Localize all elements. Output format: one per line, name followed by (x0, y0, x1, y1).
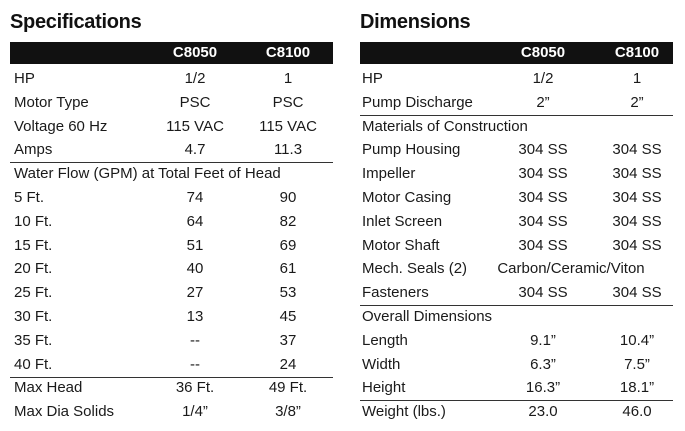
row-label: 30 Ft. (14, 308, 53, 325)
group-divider (360, 305, 673, 306)
cell: PSC (179, 93, 211, 111)
header-bar (360, 42, 673, 64)
cell: 18.1” (619, 379, 655, 397)
cell: 115 VAC (166, 117, 224, 135)
cell: -- (190, 331, 200, 349)
cell: 13 (186, 308, 204, 325)
cell: 304 SS (518, 212, 568, 230)
cell: 2” (630, 93, 644, 111)
cell: 64 (186, 212, 204, 230)
cell: 53 (279, 284, 297, 302)
cell: 11.3 (273, 141, 303, 159)
row-label: Width (362, 355, 401, 373)
cell: -- (190, 355, 200, 373)
row-label: Max Head (14, 379, 83, 397)
cell: 1 (283, 70, 293, 87)
cell: 69 (279, 236, 297, 254)
cell: Carbon/Ceramic/Viton (497, 260, 645, 278)
row-label: 35 Ft. (14, 331, 53, 349)
cell: 304 SS (612, 236, 662, 254)
cell: 23.0 (528, 403, 558, 421)
group-divider (10, 162, 333, 163)
column-header: C8100 (614, 44, 660, 61)
cell: 304 SS (612, 165, 662, 183)
cell: 304 SS (612, 284, 662, 302)
row-label: Max Dia Solids (14, 403, 115, 421)
row-label: Amps (14, 141, 53, 159)
cell: 6.3” (530, 355, 556, 373)
cell: 74 (186, 189, 204, 206)
cell: 45 (279, 308, 297, 325)
group-divider (360, 115, 673, 116)
cell: 10.4” (619, 331, 655, 349)
cell: 61 (279, 260, 297, 278)
row-label: Length (362, 331, 408, 349)
row-label: 5 Ft. (14, 189, 45, 206)
section-heading: Water Flow (GPM) at Total Feet of Head (14, 165, 281, 183)
cell: 304 SS (518, 284, 568, 302)
row-label: Mech. Seals (2) (362, 260, 468, 278)
section-title: Dimensions (360, 11, 471, 33)
cell: 27 (186, 284, 204, 302)
row-label: 25 Ft. (14, 284, 53, 302)
cell: 82 (279, 212, 297, 230)
cell: 304 SS (518, 236, 568, 254)
cell: 304 SS (518, 141, 568, 159)
row-label: Pump Discharge (362, 93, 473, 111)
section-heading: Materials of Construction (362, 117, 528, 135)
row-label: HP (14, 70, 35, 87)
row-label: 20 Ft. (14, 260, 53, 278)
cell: 115 VAC (259, 117, 317, 135)
cell: 1/2 (184, 70, 206, 87)
section-title: Specifications (10, 11, 142, 33)
cell: 1 (632, 70, 642, 87)
cell: 1/4” (182, 403, 208, 421)
section-heading: Overall Dimensions (362, 308, 493, 325)
cell: 304 SS (612, 141, 662, 159)
cell: 37 (279, 331, 297, 349)
row-label: Weight (lbs.) (362, 403, 446, 421)
row-label: 40 Ft. (14, 355, 53, 373)
cell: 3/8” (275, 403, 301, 421)
column-header: C8050 (520, 44, 566, 61)
row-label: Inlet Screen (362, 212, 443, 230)
cell: 24 (279, 355, 297, 373)
cell: 2” (536, 93, 550, 111)
cell: 304 SS (518, 189, 568, 206)
cell: 36 Ft. (175, 379, 215, 397)
header-bar (10, 42, 333, 64)
cell: 304 SS (518, 165, 568, 183)
row-label: Pump Housing (362, 141, 461, 159)
row-label: Voltage 60 Hz (14, 117, 108, 135)
row-label: Motor Shaft (362, 236, 440, 254)
cell: 304 SS (612, 189, 662, 206)
row-label: 10 Ft. (14, 212, 53, 230)
row-label: Motor Type (14, 93, 89, 111)
row-label: Motor Casing (362, 189, 452, 206)
group-divider (10, 377, 333, 378)
cell: 46.0 (622, 403, 652, 421)
cell: 4.7 (184, 141, 206, 159)
cell: 40 (186, 260, 204, 278)
cell: 304 SS (612, 212, 662, 230)
column-header: C8100 (265, 44, 311, 61)
row-label: HP (362, 70, 383, 87)
cell: 49 Ft. (268, 379, 308, 397)
row-label: 15 Ft. (14, 236, 53, 254)
row-label: Fasteners (362, 284, 429, 302)
cell: 9.1” (530, 331, 556, 349)
row-label: Height (362, 379, 406, 397)
cell: 16.3” (525, 379, 561, 397)
cell: 51 (186, 236, 204, 254)
cell: PSC (272, 93, 304, 111)
cell: 90 (279, 189, 297, 206)
group-divider (360, 400, 673, 401)
cell: 7.5” (624, 355, 650, 373)
row-label: Impeller (362, 165, 416, 183)
cell: 1/2 (532, 70, 554, 87)
column-header: C8050 (172, 44, 218, 61)
